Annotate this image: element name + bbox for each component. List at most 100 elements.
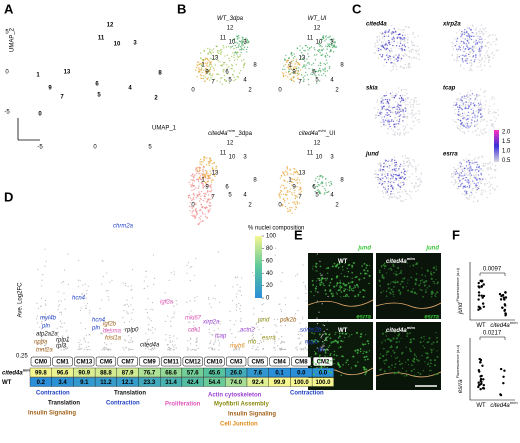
signal-dot (400, 337, 402, 339)
gene-dot (323, 330, 325, 333)
cell-dot (481, 189, 483, 191)
cell-dot (465, 158, 467, 160)
cell-dot (296, 182, 299, 184)
gene-dot (254, 327, 256, 330)
cell-dot (317, 70, 319, 73)
cell-dot (205, 206, 208, 208)
gene-dot (260, 341, 263, 344)
cell-dot (232, 52, 234, 54)
gene-dot (262, 326, 264, 329)
gene-dot (186, 347, 188, 349)
cell-dot (202, 183, 204, 186)
cell-dot (200, 77, 202, 79)
gene-dot (123, 304, 125, 306)
cell-dot (291, 65, 293, 67)
label: CM12 (185, 360, 202, 366)
signal-dot (347, 270, 350, 273)
cell-dot (224, 55, 226, 57)
cell-dot (481, 193, 483, 196)
cell-dot (481, 30, 483, 32)
cell-dot (311, 71, 313, 74)
gene-dot (187, 349, 189, 351)
gene-dot (280, 342, 282, 344)
cell-dot (474, 43, 477, 46)
cell-dot (407, 193, 409, 195)
cell-dot (411, 166, 414, 168)
cell-dot (297, 172, 299, 174)
gene-dot (165, 300, 167, 302)
cell-dot (238, 72, 241, 74)
cell-dot (391, 96, 393, 98)
cell-dot (236, 42, 239, 44)
cell-dot (494, 188, 496, 190)
gene-dot (125, 282, 127, 284)
cell-dot (468, 96, 470, 98)
label: desma (103, 329, 122, 335)
cell-dot (392, 65, 394, 67)
signal-dot (348, 289, 351, 292)
cell-dot (398, 45, 401, 47)
cell-dot (412, 56, 415, 59)
cell-dot (241, 60, 243, 62)
cell-dot (464, 176, 466, 179)
cell-dot (468, 185, 471, 187)
cluster-box (117, 356, 138, 367)
cell-dot (325, 178, 327, 180)
point (482, 305, 486, 308)
cell-dot (473, 175, 475, 178)
gene-dot (101, 349, 103, 351)
cell-dot (474, 186, 477, 189)
cell-dot (469, 67, 471, 69)
gene-dot (102, 347, 104, 349)
cell-dot (278, 194, 280, 197)
cell-dot (495, 111, 497, 114)
cell-dot (383, 95, 385, 97)
gene-dot (154, 328, 156, 330)
cell-dot (196, 178, 199, 180)
gene-dot (172, 335, 175, 337)
cell-dot (289, 73, 292, 75)
gene-dot (77, 285, 79, 288)
label: 2.0 (502, 130, 511, 136)
cluster-box (269, 356, 290, 367)
cell-dot (191, 214, 193, 217)
label: 2 (248, 88, 252, 94)
cell-dot (204, 180, 206, 183)
cell-dot (454, 181, 457, 183)
gene-dot (298, 337, 301, 340)
cell-dot (294, 208, 296, 211)
cell-dot (289, 169, 291, 172)
signal-dot (356, 351, 359, 354)
cell-dot (298, 73, 300, 75)
signal-dot (324, 332, 328, 336)
signal-dot (427, 362, 429, 364)
subplot-title-part: _UI (325, 131, 336, 137)
label: 0 (191, 88, 195, 94)
cell-dot (410, 98, 412, 101)
cell-dot (461, 168, 464, 170)
cell-dot (494, 176, 497, 179)
cell-dot (205, 71, 207, 73)
cell-dot (388, 167, 391, 169)
gene-dot (173, 271, 175, 273)
gene-dot (154, 347, 156, 349)
cell-dot (478, 47, 481, 49)
cell-dot (417, 189, 419, 191)
cell-dot (328, 36, 330, 38)
cell-dot (495, 49, 498, 52)
cell-dot (200, 221, 202, 223)
cell-dot (293, 167, 295, 170)
cell-dot (296, 186, 298, 188)
gene-dot (37, 341, 39, 343)
signal-dot (430, 349, 433, 352)
gene-dot (303, 349, 305, 351)
cell-dot (398, 57, 400, 59)
signal-dot (350, 367, 353, 369)
signal-dot (327, 267, 330, 270)
cell-dot (327, 191, 329, 194)
signal-dot (352, 355, 355, 358)
cell-dot (451, 45, 454, 48)
cell-dot (397, 28, 400, 30)
signal-dot (330, 359, 332, 362)
label: 8 (253, 63, 257, 69)
